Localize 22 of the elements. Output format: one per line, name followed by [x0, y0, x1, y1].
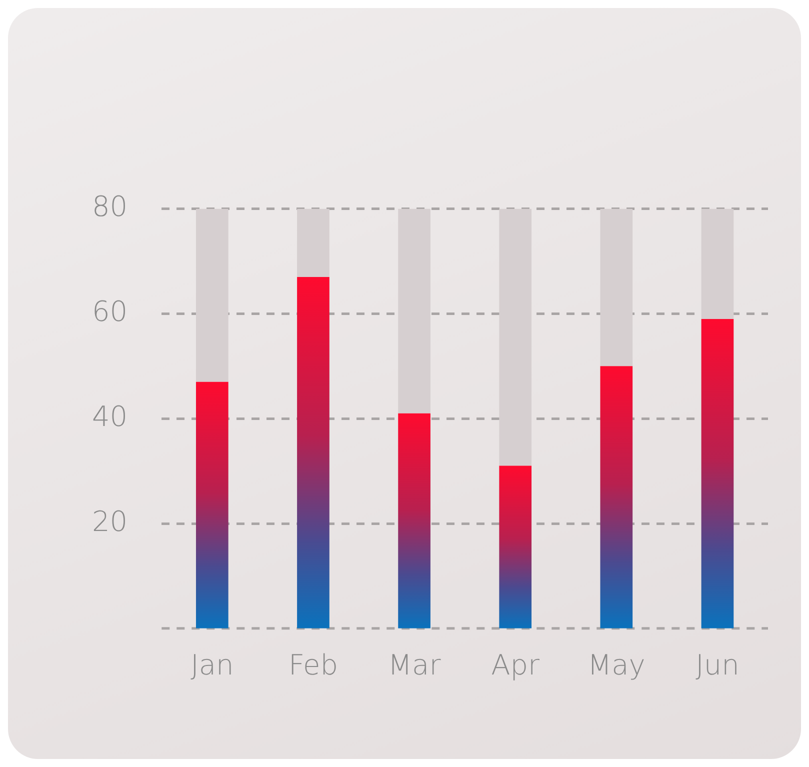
y-tick-label: 40 — [92, 400, 128, 433]
bar — [297, 208, 330, 277]
bar — [398, 208, 430, 414]
x-tick-label: Jan — [190, 648, 234, 682]
x-tick-label: Feb — [288, 648, 338, 682]
bar — [196, 208, 228, 382]
bar — [701, 318, 734, 628]
y-tick-label: 60 — [92, 294, 128, 328]
y-tick-label: 80 — [92, 190, 128, 224]
bar — [499, 466, 532, 628]
bar — [600, 208, 633, 366]
bar — [499, 208, 532, 466]
x-tick-label: Mar — [388, 648, 442, 682]
x-tick-label: Apr — [491, 648, 540, 682]
bar — [600, 366, 633, 628]
bar — [398, 413, 430, 628]
y-tick-label: 20 — [92, 504, 128, 538]
bar — [701, 208, 734, 319]
bar — [196, 382, 228, 628]
x-tick-label: Jun — [696, 648, 740, 682]
x-tick-label: May — [587, 648, 646, 682]
bar — [297, 276, 330, 628]
